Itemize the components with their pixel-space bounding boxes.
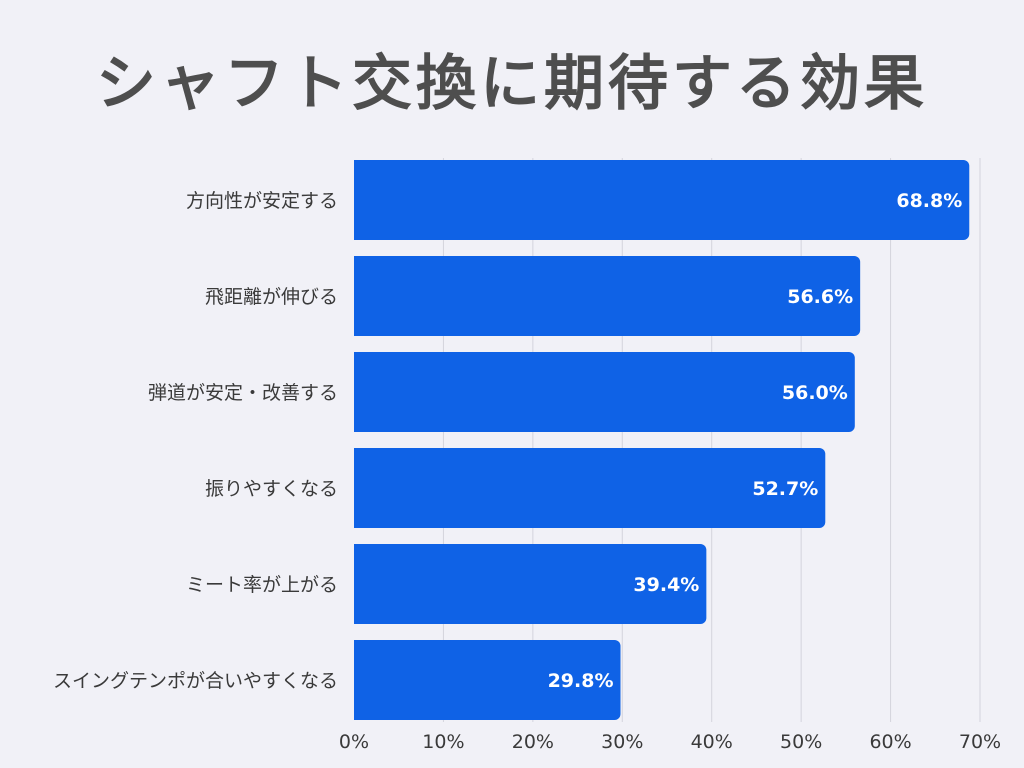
value-label: 56.0%	[782, 382, 848, 404]
x-tick-label: 50%	[780, 731, 822, 753]
grid-lines	[442, 158, 981, 722]
x-tick-label: 30%	[601, 731, 643, 753]
bar	[354, 160, 970, 240]
bar-left-edge	[354, 256, 364, 336]
value-label: 68.8%	[896, 190, 962, 212]
x-tick-label: 60%	[869, 731, 911, 753]
bar	[354, 544, 707, 624]
bar-left-edge	[354, 640, 364, 720]
category-label: 飛距離が伸びる	[205, 286, 338, 308]
value-label: 56.6%	[787, 286, 853, 308]
chart-title: シャフト交換に期待する効果	[96, 49, 928, 119]
bar-left-edge	[354, 448, 364, 528]
x-tick-label: 10%	[422, 731, 464, 753]
bar	[354, 640, 621, 720]
bar-left-edge	[354, 352, 364, 432]
bar	[354, 256, 861, 336]
x-tick-label: 70%	[959, 731, 1001, 753]
category-label: 振りやすくなる	[205, 478, 338, 500]
bar-left-edge	[354, 160, 364, 240]
value-label: 29.8%	[548, 670, 614, 692]
x-tick-label: 20%	[512, 731, 554, 753]
category-label: 弾道が安定・改善する	[148, 382, 338, 404]
value-label: 52.7%	[752, 478, 818, 500]
bar-left-edge	[354, 544, 364, 624]
value-labels: 68.8% 56.6% 56.0% 52.7% 39.4% 29.8%	[548, 190, 963, 692]
category-labels: 方向性が安定する飛距離が伸びる弾道が安定・改善する振りやすくなるミート率が上がる…	[53, 190, 338, 692]
bar	[354, 448, 826, 528]
category-label: スイングテンポが合いやすくなる	[53, 670, 338, 692]
x-axis-tick-labels: 0% 10% 20% 30% 40% 50% 60% 70%	[339, 731, 1001, 753]
category-label: 方向性が安定する	[186, 190, 338, 212]
bar	[354, 352, 855, 432]
x-tick-label: 0%	[339, 731, 369, 753]
x-tick-label: 40%	[691, 731, 733, 753]
category-label: ミート率が上がる	[186, 574, 338, 596]
bars	[354, 160, 970, 720]
value-label: 39.4%	[633, 574, 699, 596]
